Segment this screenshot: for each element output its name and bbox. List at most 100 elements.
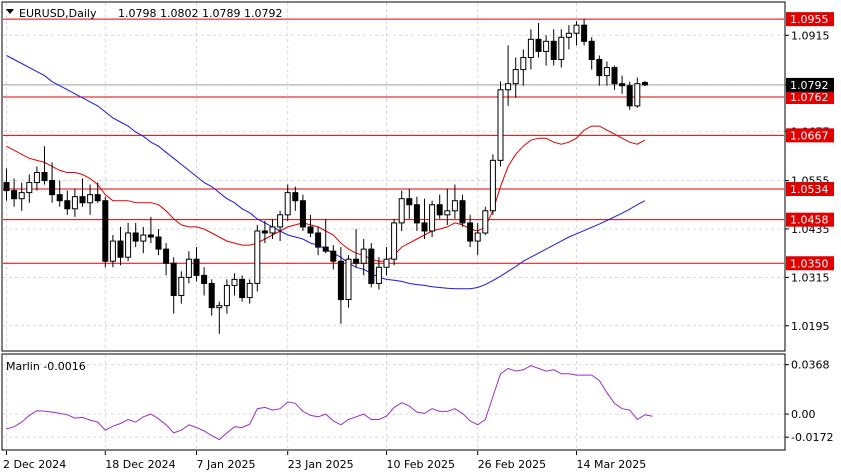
candle-bear: [163, 248, 170, 264]
candle-bear: [201, 274, 208, 284]
candle-bull: [18, 192, 25, 200]
candle-bear: [239, 278, 246, 299]
level-price-tag: [786, 128, 834, 143]
x-tick-label: 10 Feb 2025: [387, 458, 455, 471]
candle-bear: [330, 250, 337, 262]
candle-bear: [102, 200, 109, 262]
candle-bear: [170, 262, 177, 297]
candle-bull: [603, 67, 610, 77]
candle-bull: [573, 24, 580, 34]
level-price-tag: [786, 256, 834, 271]
candle-bull: [246, 282, 253, 299]
x-tick-label: 7 Jan 2025: [197, 458, 256, 471]
candle-bear: [588, 40, 595, 60]
level-price-label: 1.0667: [790, 129, 829, 142]
current-price-tag: [786, 77, 834, 92]
candle-bear: [368, 248, 375, 284]
candle-bear: [41, 171, 48, 182]
candle-bull: [527, 38, 534, 58]
candle-bear: [315, 232, 322, 248]
candle-bull: [87, 194, 94, 204]
candle-bear: [208, 282, 215, 309]
candle-bull: [543, 40, 550, 52]
candle-bull: [277, 214, 284, 228]
candle-bear: [307, 226, 314, 234]
candle-bull: [345, 258, 352, 301]
candle-bull: [284, 192, 291, 216]
candle-bull: [254, 230, 261, 284]
candle-bear: [292, 192, 299, 202]
candle-bear: [117, 240, 124, 258]
candle-bull: [140, 234, 147, 242]
candle-bull: [231, 278, 238, 286]
y-tick-label: 1.0195: [791, 320, 830, 333]
indicator-pane: [6, 365, 653, 441]
x-tick-label: 2 Dec 2024: [3, 458, 66, 471]
y-tick-label: 0.00: [791, 408, 816, 421]
candle-bull: [33, 171, 40, 184]
candle-bear: [64, 200, 71, 210]
candle-bull: [558, 36, 565, 60]
candle-bear: [322, 246, 329, 252]
candle-bear: [3, 182, 10, 192]
ohlc-label: 1.0798 1.0802 1.0789 1.0792: [118, 7, 282, 20]
candle-bear: [596, 58, 603, 77]
level-price-label: 1.0350: [790, 257, 829, 270]
candle-bear: [11, 190, 18, 200]
candle-bear: [337, 260, 344, 301]
candle-bear: [535, 38, 542, 52]
candle-bull: [178, 276, 185, 297]
level-price-tag: [786, 90, 834, 105]
candle-bear: [467, 222, 474, 242]
level-price-label: 1.0955: [790, 13, 829, 26]
level-labels: 1.0955 1.0762 1.0667 1.0534 1.0458 1.0350 1.07…: [786, 12, 834, 271]
level-price-tag: [786, 182, 834, 197]
y-tick-label: 1.0315: [791, 271, 830, 284]
candle-bull: [185, 258, 192, 278]
candle-bear: [155, 236, 162, 250]
candle-bull: [223, 284, 230, 307]
y-tick-label: -0.0172: [791, 431, 833, 444]
candle-bull: [125, 232, 132, 258]
symbol-label: EURUSD,Daily: [19, 7, 97, 20]
candle-bear: [459, 200, 466, 224]
candle-bear: [421, 222, 428, 232]
candle-bull: [474, 232, 481, 242]
level-price-label: 1.0762: [790, 91, 829, 104]
candle-bear: [193, 258, 200, 276]
candle-bull: [26, 182, 33, 194]
candle-bear: [49, 180, 56, 196]
candle-bull: [512, 69, 519, 85]
candle-bear: [299, 200, 306, 228]
candle-bear: [619, 83, 626, 87]
candle-bear: [56, 194, 63, 202]
candle-bear: [550, 40, 557, 60]
candle-bear: [581, 24, 588, 42]
candle-bull: [429, 204, 436, 232]
candle-bear: [132, 232, 139, 242]
candle-bull: [375, 266, 382, 284]
candle-bear: [261, 230, 268, 234]
dropdown-arrow-icon[interactable]: [6, 9, 14, 14]
candle-bull: [505, 83, 512, 91]
candle-bull: [634, 83, 641, 107]
candle-bull: [520, 56, 527, 71]
candle-bear: [413, 204, 420, 224]
candle-bull: [360, 248, 367, 264]
candle-bull: [451, 200, 458, 212]
candle-bull: [269, 226, 276, 234]
level-price-label: 1.0458: [790, 214, 829, 227]
candle-bull: [71, 196, 78, 210]
level-price-label: 1.0534: [790, 183, 829, 196]
candle-bear: [641, 81, 648, 86]
indicator-label: Marlin -0.0016: [6, 360, 86, 373]
x-tick-label: 26 Feb 2025: [478, 458, 546, 471]
candle-bull: [391, 222, 398, 260]
candle-bear: [94, 194, 101, 202]
x-tick-label: 23 Jan 2025: [288, 458, 354, 471]
candle-bull: [398, 198, 405, 224]
x-tick-label: 14 Mar 2025: [577, 458, 647, 471]
candle-bull: [497, 89, 504, 161]
candle-bull: [109, 240, 116, 262]
